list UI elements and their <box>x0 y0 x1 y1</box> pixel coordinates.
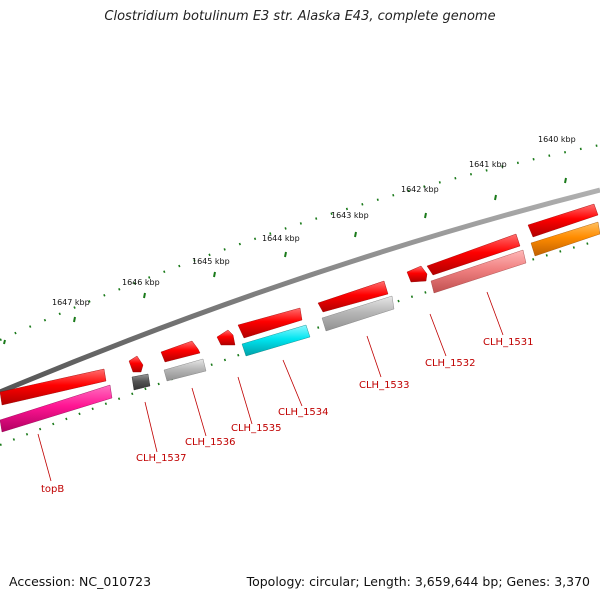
genome-title: Clostridium botulinum E3 str. Alaska E43… <box>104 9 496 24</box>
genes-value: 3,370 <box>554 574 590 589</box>
gene-label-CLH_1531: CLH_1531 <box>483 337 534 348</box>
scale-label-1641: 1641 kbp <box>469 160 507 169</box>
gene-cog-orange <box>530 221 600 257</box>
scale-label-1645: 1645 kbp <box>192 257 230 266</box>
genome-backbone <box>0 187 600 395</box>
accession-label: Accession: <box>9 574 76 589</box>
scale-major-ticks <box>3 177 567 345</box>
gene-forward-CLH_1537 <box>128 355 144 373</box>
genes-label: Genes: <box>506 574 551 589</box>
gene-label-CLH_1535: CLH_1535 <box>231 423 282 434</box>
gene-forward-CLH_1536 <box>160 340 201 363</box>
gene-label-CLH_1533: CLH_1533 <box>359 380 410 391</box>
gene-forward-CLH_1531a <box>426 233 521 276</box>
gene-cog-CLH_1536 <box>163 358 207 382</box>
gene-cog-topB <box>0 384 113 433</box>
gene-cog-CLH_1533 <box>321 295 395 332</box>
scale-label-1643: 1643 kbp <box>331 211 369 220</box>
forward-strand-genes <box>0 203 599 406</box>
gene-label-topB: topB <box>41 484 64 495</box>
topology-value: circular <box>309 574 356 589</box>
length-label: Length: <box>363 574 411 589</box>
gene-cog-CLH_1537 <box>131 373 151 391</box>
genome-stats: Topology: circular; Length: 3,659,644 bp… <box>246 574 590 589</box>
gene-forward-CLH_1533 <box>317 280 389 313</box>
gene-cog-CLH_1531 <box>430 249 527 294</box>
accession-info: Accession: NC_010723 <box>9 574 151 589</box>
gene-label-CLH_1536: CLH_1536 <box>185 437 236 448</box>
gene-label-CLH_1532: CLH_1532 <box>425 358 476 369</box>
scale-label-1642: 1642 kbp <box>401 185 439 194</box>
gene-forward-CLH_1531b <box>527 203 599 238</box>
gene-cog-CLH_1534 <box>241 324 311 357</box>
gene-forward-CLH_1534 <box>237 307 303 339</box>
scale-label-1647: 1647 kbp <box>52 298 90 307</box>
cog-colored-genes <box>0 221 600 433</box>
scale-label-1646: 1646 kbp <box>122 278 160 287</box>
gene-label-CLH_1537: CLH_1537 <box>136 453 187 464</box>
scale-label-1644: 1644 kbp <box>262 234 300 243</box>
gene-forward-CLH_1532 <box>406 265 428 283</box>
scale-label-1640: 1640 kbp <box>538 135 576 144</box>
gene-forward-topB <box>0 368 107 406</box>
gene-label-leaders <box>37 291 504 482</box>
accession-value: NC_010723 <box>79 574 152 589</box>
length-value: 3,659,644 bp <box>414 574 499 589</box>
gene-label-CLH_1534: CLH_1534 <box>278 407 329 418</box>
gene-forward-CLH_1535 <box>216 329 236 346</box>
topology-label: Topology: <box>246 574 306 589</box>
